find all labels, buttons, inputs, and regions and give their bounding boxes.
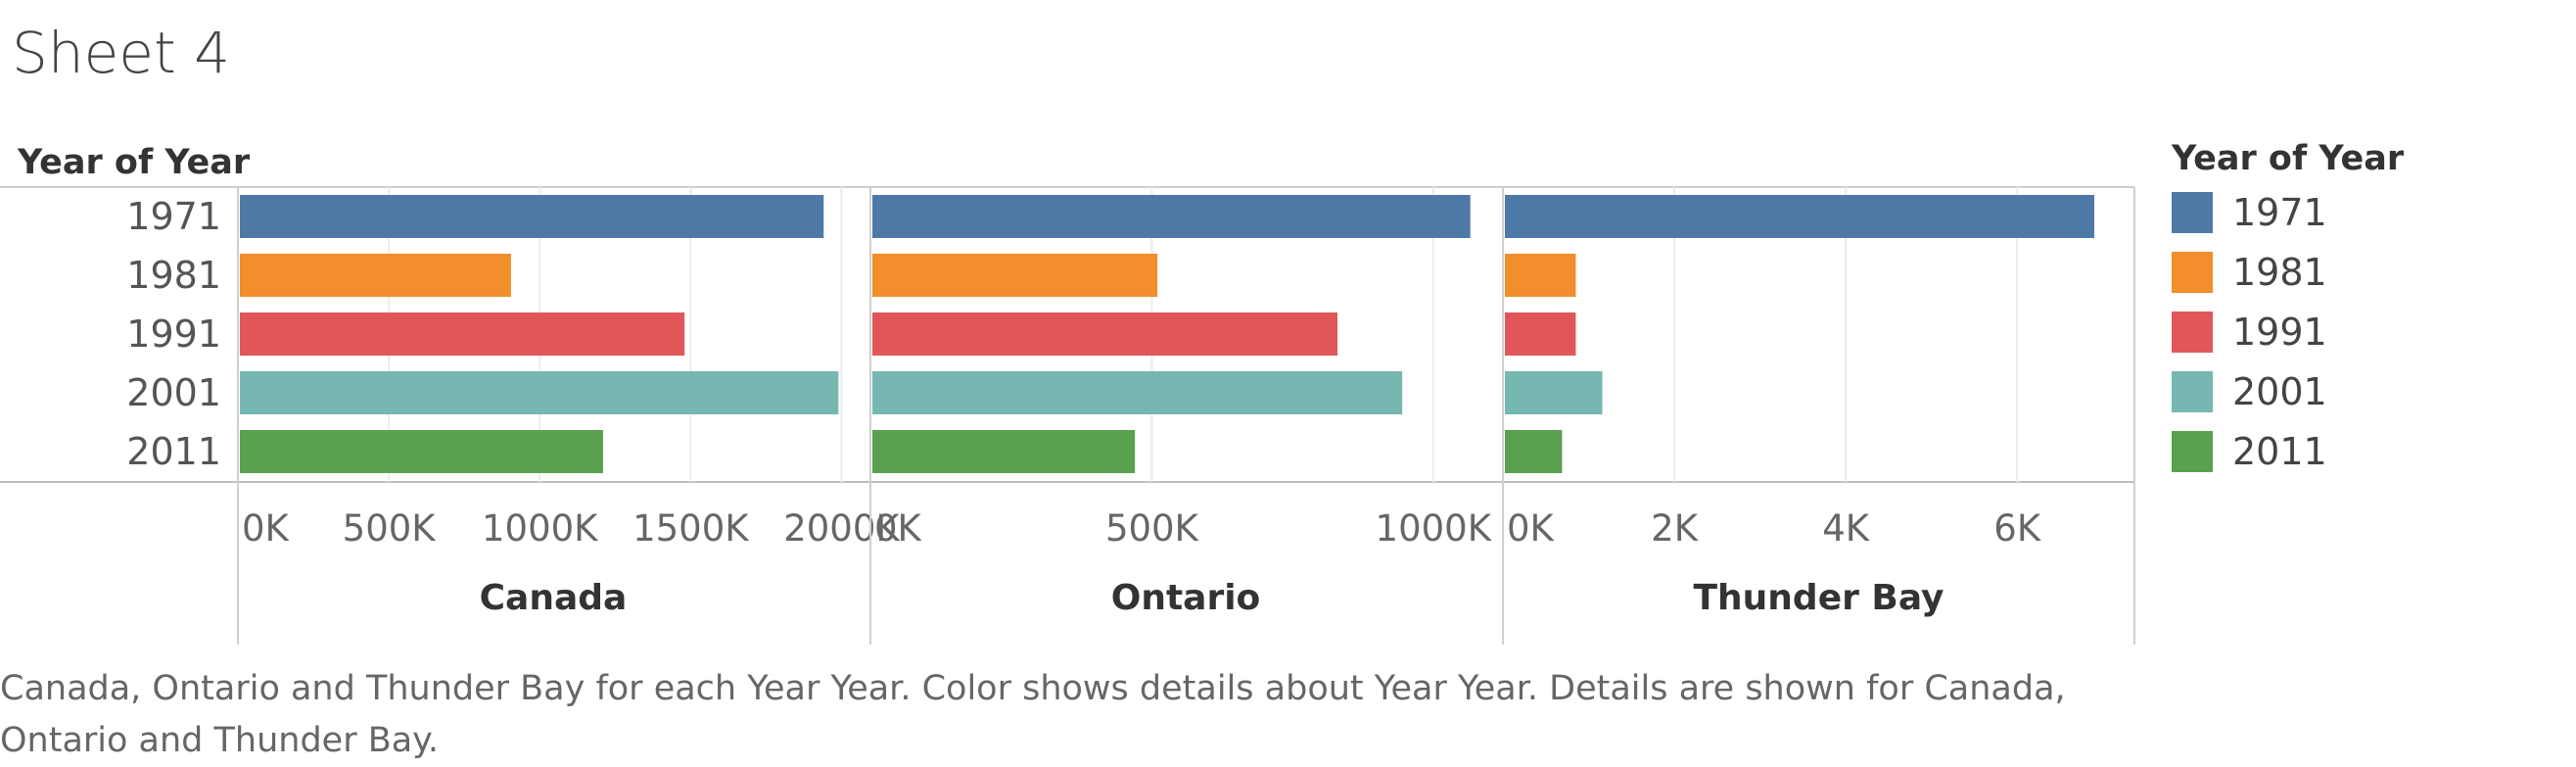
legend-item-1981[interactable]: 1981 — [2172, 242, 2404, 302]
tick-label: 500K — [1105, 507, 1200, 550]
tick-label: 4K — [1822, 507, 1871, 550]
tick-label: 2000K — [783, 507, 901, 550]
legend-swatch — [2172, 191, 2213, 233]
bar-thunder-bay-1981 — [1505, 254, 1576, 297]
legend-label: 2011 — [2232, 429, 2327, 473]
panel-label-canada: Canada — [480, 578, 628, 618]
legend-title: Year of Year — [2172, 139, 2405, 178]
row-label-1991: 1991 — [126, 312, 221, 356]
bar-canada-2011 — [240, 430, 603, 473]
row-label-2001: 2001 — [126, 371, 221, 414]
row-header: Year of Year — [17, 143, 251, 182]
bar-canada-2001 — [240, 371, 839, 414]
bar-ontario-2001 — [872, 371, 1403, 414]
tick-label: 1500K — [632, 507, 750, 550]
tick-label: 1000K — [1376, 507, 1493, 550]
bar-ontario-1971 — [872, 195, 1471, 238]
tick-label: 1000K — [482, 507, 599, 550]
legend-swatch — [2172, 251, 2213, 293]
legend-label: 1971 — [2232, 190, 2327, 234]
panel-label-thunder-bay: Thunder Bay — [1693, 578, 1944, 618]
legend-label: 1981 — [2232, 250, 2327, 294]
legend-swatch — [2172, 370, 2213, 412]
bar-canada-1991 — [240, 312, 685, 356]
legend-item-2011[interactable]: 2011 — [2172, 421, 2404, 481]
bar-thunder-bay-2011 — [1505, 430, 1563, 473]
bar-thunder-bay-1991 — [1505, 312, 1576, 356]
tick-label: 500K — [343, 507, 438, 550]
bar-ontario-2011 — [872, 430, 1136, 473]
legend-swatch — [2172, 430, 2213, 472]
bar-canada-1981 — [240, 254, 511, 297]
bar-ontario-1981 — [872, 254, 1158, 297]
sheet-title: Sheet 4 — [12, 20, 231, 86]
legend-label: 2001 — [2232, 369, 2327, 413]
legend-label: 1991 — [2232, 310, 2327, 354]
legend-item-1971[interactable]: 1971 — [2172, 182, 2404, 242]
bar-ontario-1991 — [872, 312, 1338, 356]
row-label-1981: 1981 — [126, 254, 221, 297]
bar-canada-1971 — [240, 195, 824, 238]
bar-thunder-bay-1971 — [1505, 195, 2094, 238]
bar-thunder-bay-2001 — [1505, 371, 1603, 414]
tick-label: 2K — [1651, 507, 1700, 550]
row-label-2011: 2011 — [126, 430, 221, 473]
tick-label: 6K — [1993, 507, 2042, 550]
row-label-1971: 1971 — [126, 195, 221, 238]
tick-label: 0K — [1507, 507, 1556, 550]
chart-caption: Canada, Ontario and Thunder Bay for each… — [0, 669, 2066, 760]
panel-label-ontario: Ontario — [1111, 578, 1261, 618]
color-legend[interactable]: Year of Year 1971 1981 1991 2001 2011 — [2172, 135, 2404, 481]
legend-item-1991[interactable]: 1991 — [2172, 302, 2404, 361]
tick-label: 0K — [874, 507, 923, 550]
tick-label: 0K — [242, 507, 291, 550]
legend-swatch — [2172, 311, 2213, 353]
bar-chart: Year of Year 1971 1981 1991 2001 2011 0K 500K 10… — [0, 143, 2135, 645]
legend-item-2001[interactable]: 2001 — [2172, 361, 2404, 421]
